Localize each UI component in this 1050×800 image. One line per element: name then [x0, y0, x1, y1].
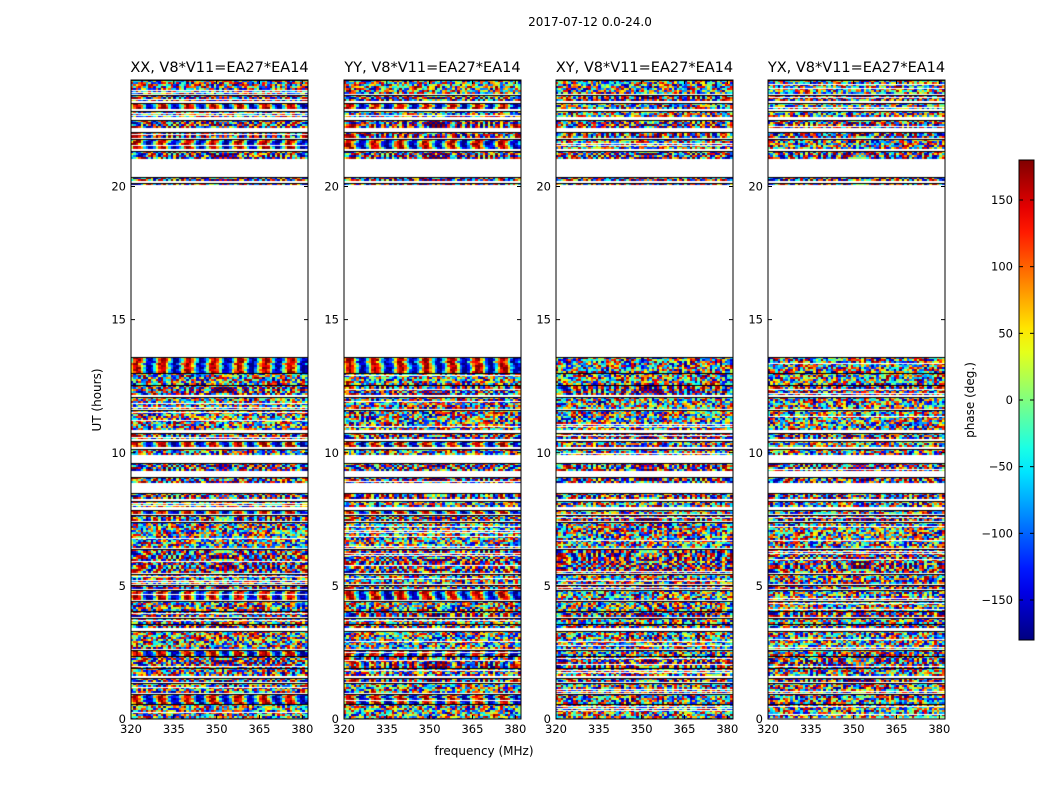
y-tick-label: 5 [332, 579, 339, 593]
panel-4: YX, V8*V11=EA27*EA14 320 335 350 365 380 0 5 10 1… [748, 60, 950, 736]
x-tick-label: 335 [376, 722, 398, 736]
y-tick-label: 20 [536, 180, 551, 194]
x-tick-label: 335 [800, 722, 822, 736]
colorbar-label: phase (deg.) [963, 362, 977, 438]
y-tick-label: 15 [111, 313, 126, 327]
x-tick-label: 350 [843, 722, 865, 736]
y-tick-label: 20 [111, 180, 126, 194]
x-tick-label: 365 [673, 722, 695, 736]
x-tick-label: 320 [757, 722, 779, 736]
colorbar-tick-label: −150 [981, 593, 1013, 607]
x-tick-label: 320 [120, 722, 142, 736]
x-tick-label: 380 [291, 722, 313, 736]
colorbar-tick-label: 50 [998, 326, 1013, 340]
x-tick-label: 380 [928, 722, 950, 736]
phase-raster [768, 80, 945, 719]
x-tick-label: 365 [248, 722, 270, 736]
x-tick-label: 320 [545, 722, 567, 736]
panel-title: YY, V8*V11=EA27*EA14 [343, 60, 520, 76]
y-tick-label: 0 [544, 712, 551, 726]
x-tick-label: 350 [206, 722, 228, 736]
x-tick-label: 335 [163, 722, 185, 736]
panel-title: YX, V8*V11=EA27*EA14 [767, 60, 945, 76]
panel-title: XY, V8*V11=EA27*EA14 [556, 60, 733, 76]
y-tick-label: 15 [536, 313, 551, 327]
y-tick-label: 10 [324, 446, 339, 460]
phase-raster [131, 80, 308, 719]
y-tick-label: 10 [748, 446, 763, 460]
panel-2: YY, V8*V11=EA27*EA14 320 335 350 365 380 0 5 10 1… [324, 60, 526, 736]
panel-title: XX, V8*V11=EA27*EA14 [130, 60, 308, 76]
x-tick-label: 335 [588, 722, 610, 736]
panel-frame [767, 79, 946, 720]
y-tick-label: 10 [536, 446, 551, 460]
figure-suptitle: 2017-07-12 0.0-24.0 [528, 15, 652, 29]
phase-raster [556, 80, 733, 719]
x-tick-label: 380 [504, 722, 526, 736]
x-tick-label: 380 [716, 722, 738, 736]
colorbar-tick-label: 0 [1006, 393, 1013, 407]
panel-frame [343, 79, 522, 720]
panel-3: XY, V8*V11=EA27*EA14 320 335 350 365 380 0 5 10 1… [536, 60, 738, 736]
y-tick-label: 20 [748, 180, 763, 194]
y-tick-label: 10 [111, 446, 126, 460]
y-tick-label: 0 [119, 712, 126, 726]
phase-raster [344, 80, 521, 719]
y-axis-label: UT (hours) [90, 368, 104, 431]
x-tick-label: 320 [333, 722, 355, 736]
y-tick-label: 5 [544, 579, 551, 593]
colorbar-tick-label: 100 [991, 260, 1013, 274]
y-tick-label: 0 [756, 712, 763, 726]
colorbar-tick-label: −50 [989, 460, 1013, 474]
panel-1: XX, V8*V11=EA27*EA14 320 335 350 365 380 0 5 10 1… [111, 60, 313, 736]
y-tick-label: 15 [748, 313, 763, 327]
colorbar: 150 100 50 0 −50 −100 −150 [981, 159, 1035, 641]
x-axis-label: frequency (MHz) [434, 744, 533, 758]
y-tick-label: 15 [324, 313, 339, 327]
colorbar-tick-label: 150 [991, 193, 1013, 207]
y-tick-label: 5 [119, 579, 126, 593]
y-tick-label: 5 [756, 579, 763, 593]
panel-frame [130, 79, 309, 720]
panels: XX, V8*V11=EA27*EA14 320 335 350 365 380 0 5 10 1… [111, 60, 950, 736]
x-tick-label: 365 [461, 722, 483, 736]
y-tick-label: 0 [332, 712, 339, 726]
x-tick-label: 365 [885, 722, 907, 736]
colorbar-tick-label: −100 [981, 526, 1013, 540]
y-tick-label: 20 [324, 180, 339, 194]
x-tick-label: 350 [631, 722, 653, 736]
x-tick-label: 350 [419, 722, 441, 736]
panel-frame [555, 79, 734, 720]
